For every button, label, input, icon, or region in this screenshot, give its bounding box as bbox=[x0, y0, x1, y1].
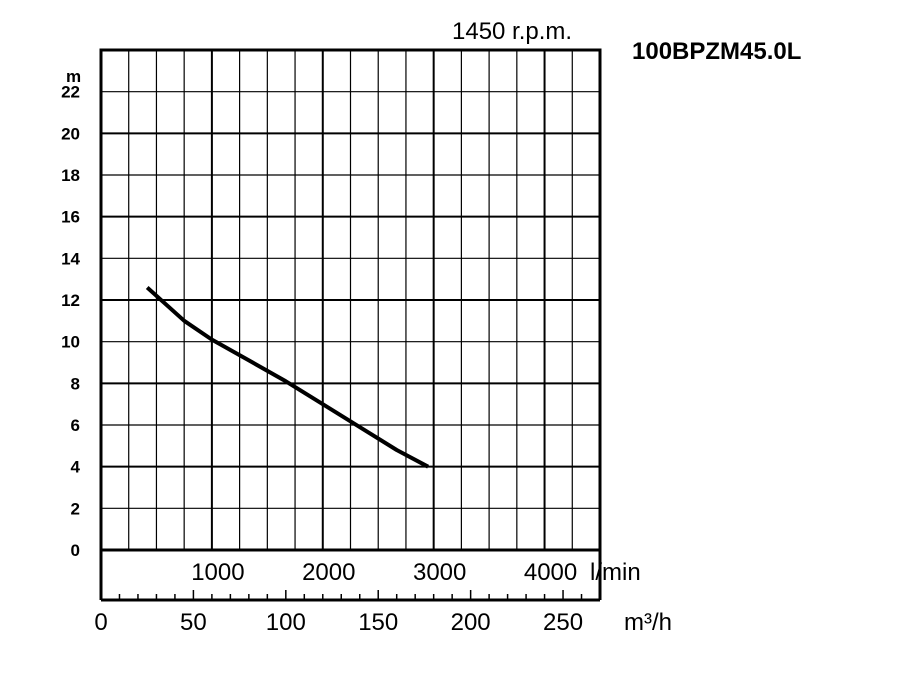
speed-label: 1450 r.p.m. bbox=[452, 18, 572, 45]
x-axis-lmin-ticks: 1000 2000 3000 4000 bbox=[191, 559, 577, 586]
x-tick-label-lmin: 1000 bbox=[191, 559, 244, 586]
performance-curves bbox=[145, 286, 430, 469]
x-tick-label-m3h: 0 bbox=[94, 609, 107, 636]
y-tick-label: 16 bbox=[61, 208, 80, 227]
plot-frame bbox=[99, 48, 602, 552]
x-axis-lmin-unit: l/min bbox=[590, 559, 641, 586]
y-axis-ticks: 0 2 4 6 8 10 12 14 16 18 20 22 bbox=[61, 83, 80, 560]
x-tick-label-lmin: 2000 bbox=[302, 559, 355, 586]
flow-axis-panel bbox=[99, 550, 602, 602]
y-tick-label: 6 bbox=[71, 416, 80, 435]
y-tick-label: 8 bbox=[71, 374, 80, 393]
x-tick-label-lmin: 3000 bbox=[413, 559, 466, 586]
x-tick-label-lmin: 4000 bbox=[524, 559, 577, 586]
y-tick-label: 4 bbox=[71, 458, 81, 477]
y-tick-label: 2 bbox=[71, 499, 80, 518]
x-axis-m3h-unit: m³/h bbox=[624, 609, 672, 636]
x-axis-m3h-ticks: 0 50 100 150 200 250 bbox=[94, 609, 583, 636]
y-axis-label: m bbox=[66, 67, 81, 86]
x-tick-label-m3h: 100 bbox=[266, 609, 306, 636]
head-flow-curve bbox=[145, 286, 430, 469]
x-tick-label-m3h: 250 bbox=[543, 609, 583, 636]
chart-grid bbox=[99, 48, 602, 552]
y-tick-label: 18 bbox=[61, 166, 80, 185]
y-tick-label: 10 bbox=[61, 333, 80, 352]
x-tick-label-m3h: 200 bbox=[451, 609, 491, 636]
model-label: 100BPZM45.0L bbox=[632, 38, 801, 65]
y-tick-label: 0 bbox=[71, 541, 80, 560]
y-tick-label: 20 bbox=[61, 124, 80, 143]
y-tick-label: 14 bbox=[61, 249, 80, 268]
x-tick-label-m3h: 150 bbox=[358, 609, 398, 636]
y-tick-label: 22 bbox=[61, 83, 80, 102]
x-tick-label-m3h: 50 bbox=[180, 609, 207, 636]
y-tick-label: 12 bbox=[61, 291, 80, 310]
